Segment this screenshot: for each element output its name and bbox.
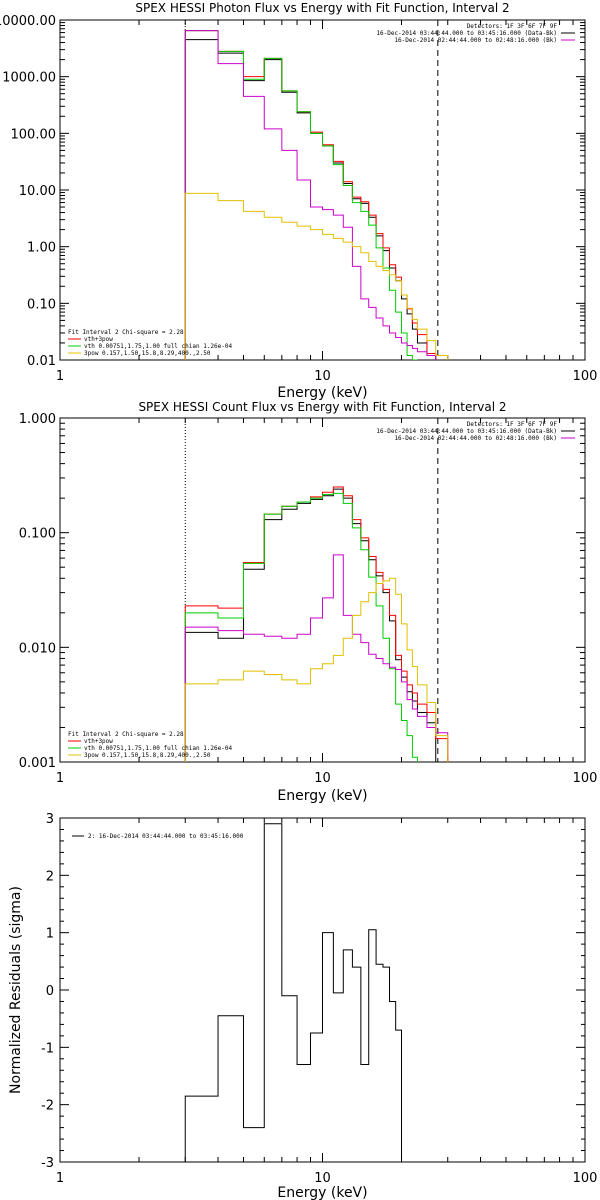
series-line-4 bbox=[184, 192, 449, 360]
series-group bbox=[184, 823, 403, 1162]
x-tick-label: 10 bbox=[314, 369, 331, 384]
x-tick-label: 10 bbox=[314, 771, 331, 786]
y-tick-label: 10.00 bbox=[19, 184, 56, 199]
x-tick-label: 100 bbox=[573, 369, 598, 384]
legend-bottom-entry: vth 0.00751,1.75,1.00 full chian 1.26e-0… bbox=[84, 745, 232, 752]
x-tick-label: 100 bbox=[573, 1171, 598, 1186]
x-tick-label: 1 bbox=[56, 1171, 64, 1186]
x-axis-label: Energy (keV) bbox=[277, 788, 367, 804]
series-group bbox=[184, 486, 449, 762]
legend-bottom-entry: Fit Interval 2 Chi-square = 2.28 bbox=[68, 731, 184, 738]
y-tick-label: 0.100 bbox=[19, 527, 56, 542]
series-line-2 bbox=[184, 492, 418, 762]
legend-bottom-entry: vth+3pow bbox=[84, 738, 113, 745]
x-tick-label: 1 bbox=[56, 771, 64, 786]
legend-bottom-entry: vth+3pow bbox=[84, 336, 113, 343]
x-axis-label: Energy (keV) bbox=[277, 1185, 367, 1200]
y-tick-label: 0.01 bbox=[27, 354, 56, 369]
x-tick-label: 1 bbox=[56, 369, 64, 384]
series-line-4 bbox=[184, 577, 449, 762]
plot-frame bbox=[59, 19, 586, 361]
y-tick-label: 1.000 bbox=[19, 412, 56, 427]
series-line-2 bbox=[184, 30, 418, 360]
series-line-3 bbox=[184, 30, 437, 360]
legend-top-entry: Detectors: 1F 3F 6F 7F 9F bbox=[467, 421, 558, 428]
series-line-0 bbox=[184, 823, 403, 1162]
y-tick-label: 0.010 bbox=[19, 641, 56, 656]
y-axis-label: Normalized Residuals (sigma) bbox=[8, 886, 24, 1094]
legend-top-entry: 16-Dec-2014 02:44:44.000 to 02:48:16.000… bbox=[394, 37, 557, 44]
y-tick-label: 1.00 bbox=[27, 241, 56, 256]
legend-top-entry: 16-Dec-2014 02:44:44.000 to 02:48:16.000… bbox=[394, 435, 557, 442]
x-tick-label: 100 bbox=[573, 771, 598, 786]
plot-frame bbox=[59, 417, 586, 763]
chart-title: SPEX HESSI Photon Flux vs Energy with Fi… bbox=[135, 1, 509, 15]
legend-top-entry: 16-Dec-2014 03:44:44.000 to 03:45:16.000… bbox=[376, 428, 557, 435]
legend-bottom-entry: vth 0.00751,1.75,1.00 full chian 1.26e-0… bbox=[84, 343, 232, 350]
photon-flux-panel: SPEX HESSI Photon Flux vs Energy with Fi… bbox=[0, 1, 597, 401]
y-tick-label: 0.001 bbox=[19, 756, 56, 771]
y-tick-label: -2 bbox=[41, 1099, 54, 1114]
y-tick-label: 2 bbox=[46, 869, 54, 884]
legend-top-entry: Detectors: 1F 3F 6F 7F 9F bbox=[467, 23, 558, 30]
chart-title: SPEX HESSI Count Flux vs Energy with Fit… bbox=[138, 400, 506, 414]
legend-bottom-entry: Fit Interval 2 Chi-square = 2.28 bbox=[68, 329, 184, 336]
legend-bottom-entry: 3pow 0.157,1.50,15.8,8.29,400.,2.50 bbox=[84, 752, 211, 759]
count-flux-panel: SPEX HESSI Count Flux vs Energy with Fit… bbox=[19, 400, 598, 804]
y-tick-label: -3 bbox=[41, 1156, 54, 1171]
x-tick-label: 10 bbox=[314, 1171, 331, 1186]
series-line-1 bbox=[184, 486, 449, 762]
legend-top-entry: 16-Dec-2014 03:44:44.000 to 03:45:16.000… bbox=[376, 30, 557, 37]
y-tick-label: 100.00 bbox=[11, 127, 57, 142]
series-line-3 bbox=[184, 554, 449, 762]
y-tick-label: 0 bbox=[46, 984, 54, 999]
y-tick-label: 1 bbox=[46, 927, 54, 942]
y-tick-label: -1 bbox=[41, 1041, 54, 1056]
y-tick-label: 0.10 bbox=[27, 297, 56, 312]
legend-bottom-entry: 3pow 0.157,1.50,15.8,8.29,400.,2.50 bbox=[84, 350, 211, 357]
y-tick-label: 3 bbox=[46, 812, 54, 827]
series-group bbox=[184, 30, 449, 360]
x-axis-label: Energy (keV) bbox=[277, 385, 367, 401]
y-tick-label: 10000.00 bbox=[0, 14, 56, 29]
y-tick-label: 1000.00 bbox=[2, 71, 56, 86]
legend-entry: 2: 16-Dec-2014 03:44:44.000 to 03:45:16.… bbox=[88, 833, 244, 840]
